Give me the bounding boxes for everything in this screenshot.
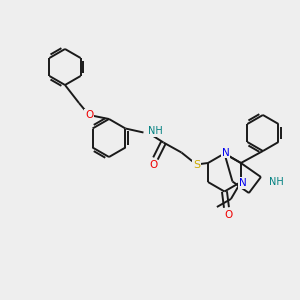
Text: NH: NH xyxy=(148,127,163,136)
Text: O: O xyxy=(85,110,93,120)
Text: O: O xyxy=(149,160,158,170)
Text: NH: NH xyxy=(269,177,284,187)
Text: S: S xyxy=(193,160,200,170)
Text: N: N xyxy=(239,178,247,188)
Text: N: N xyxy=(222,148,229,158)
Text: O: O xyxy=(224,211,232,220)
